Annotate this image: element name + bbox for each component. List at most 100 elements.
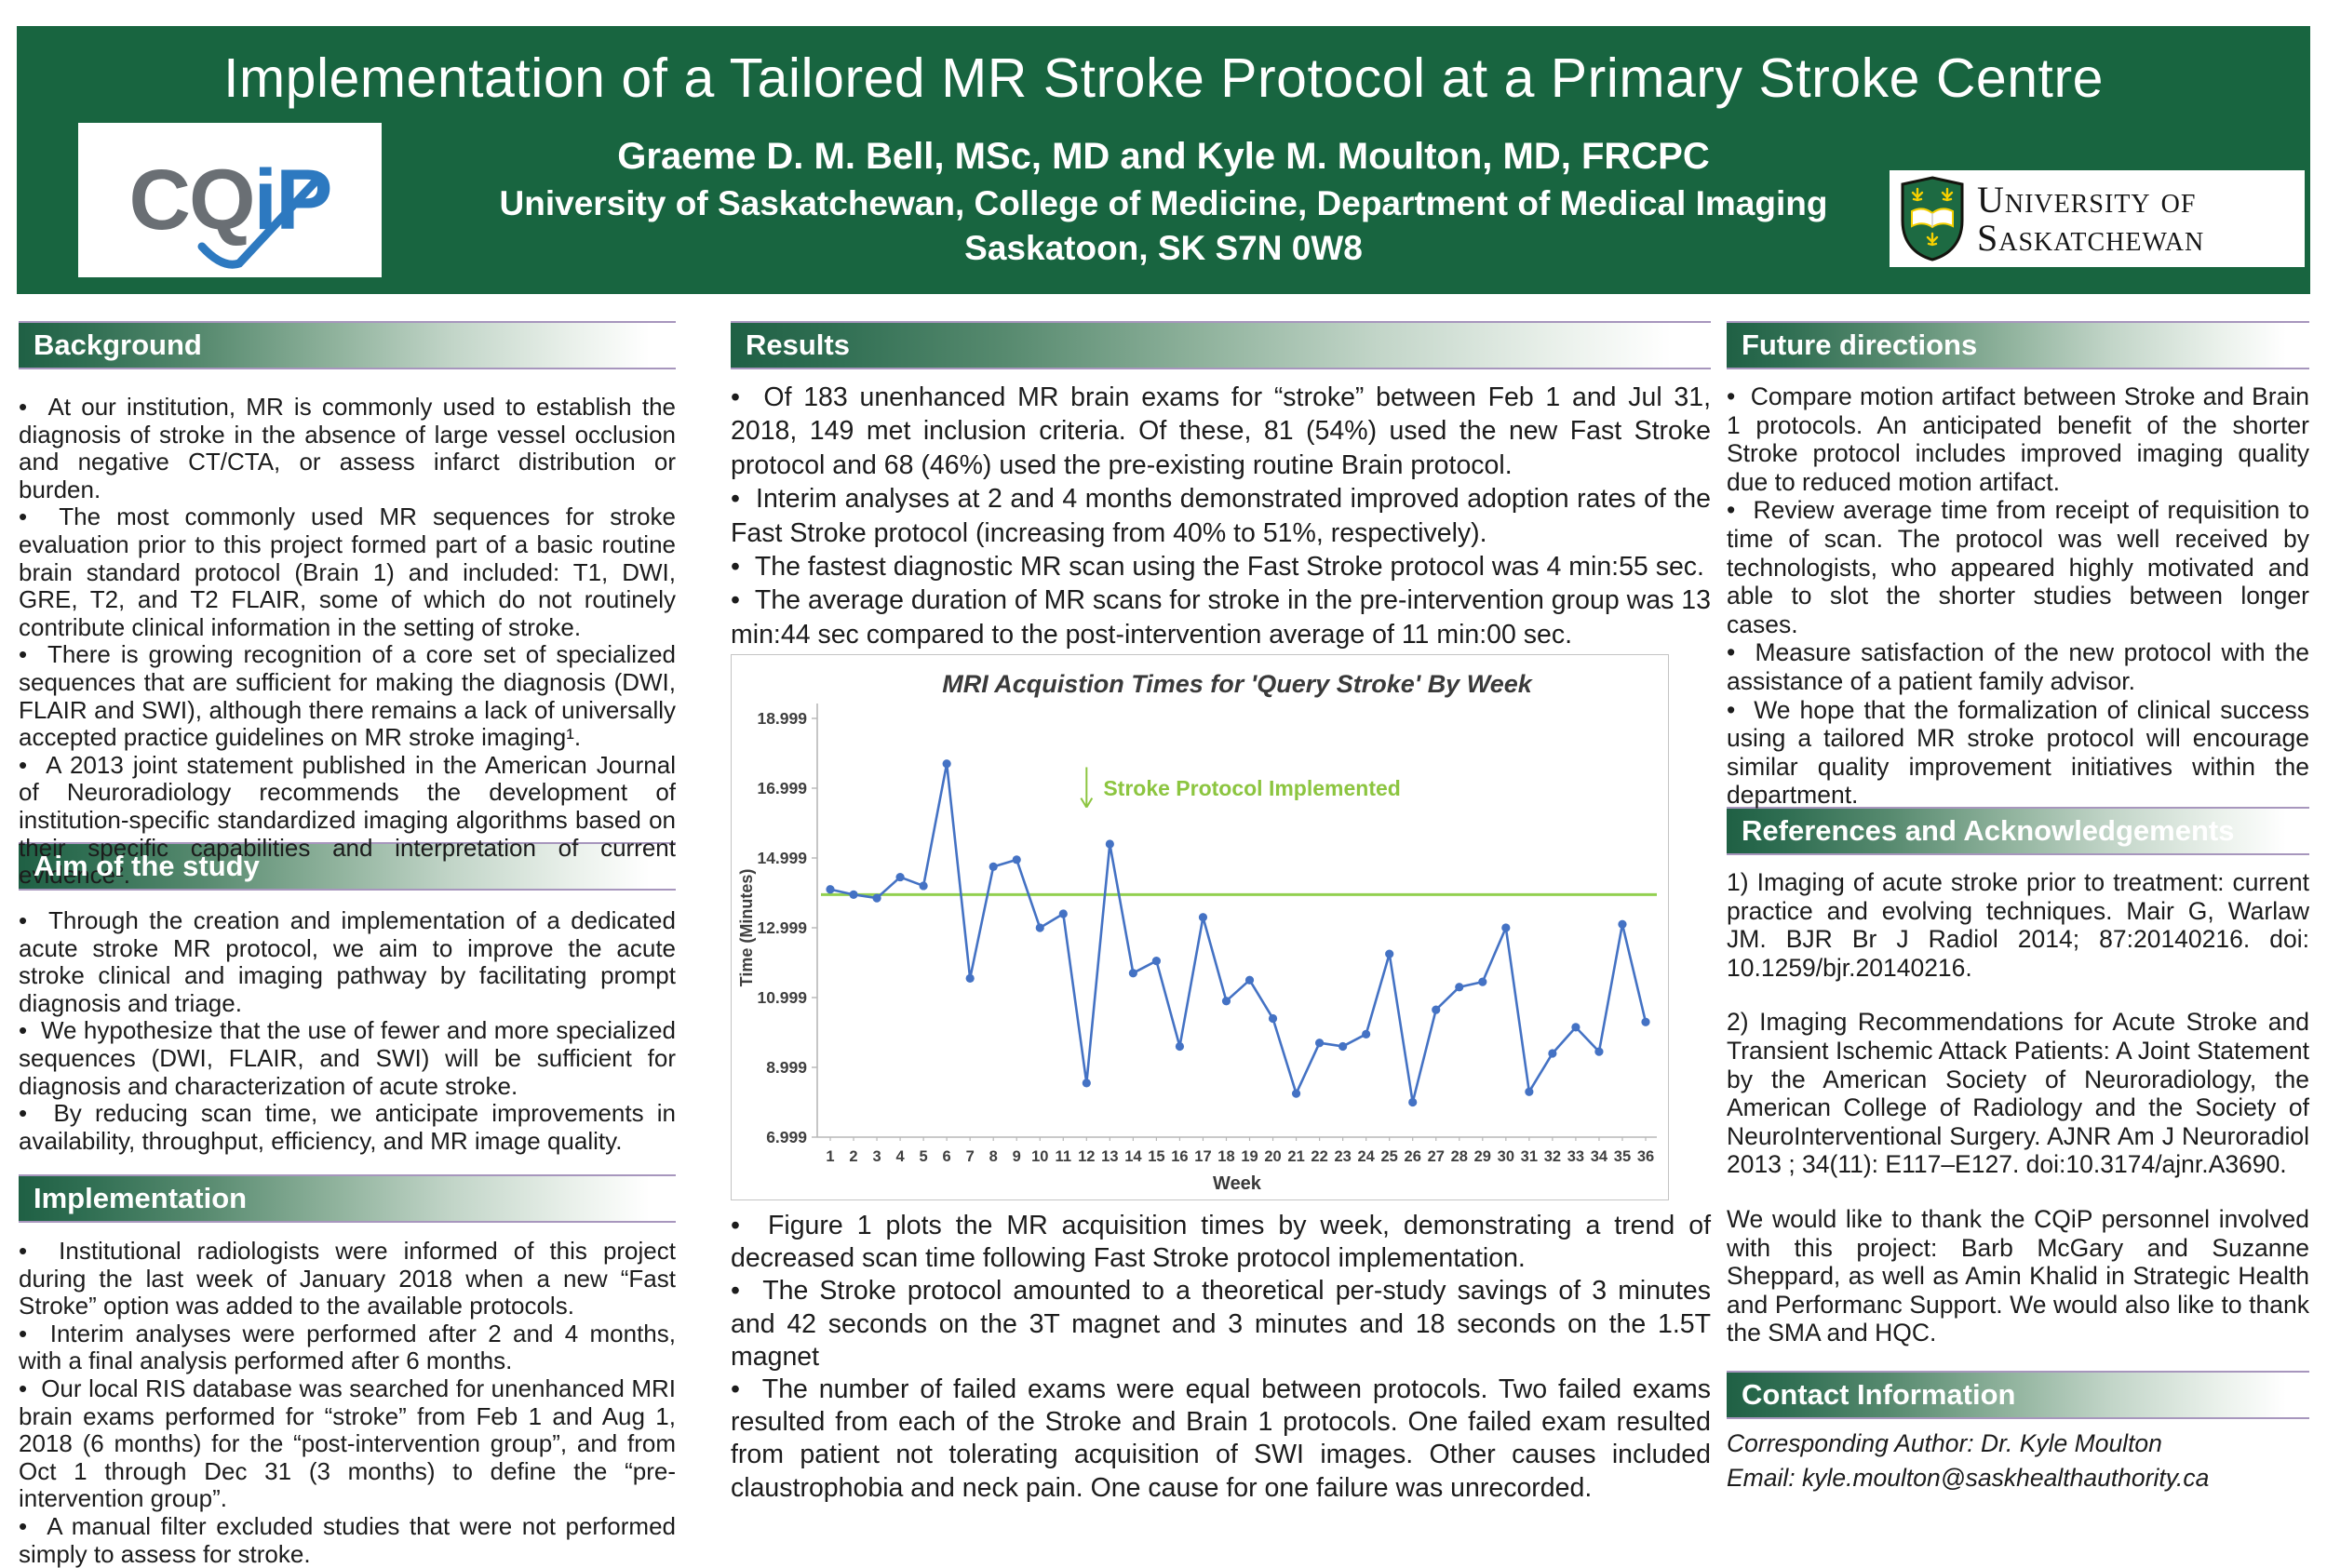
x-tick-label: 20 [1264,1148,1281,1165]
data-point-marker [1432,1005,1441,1014]
section-header-results: Results [731,321,1711,369]
data-point-marker [1058,909,1068,918]
x-tick-label: 9 [1013,1148,1021,1165]
data-point-marker [1315,1039,1325,1048]
x-tick-label: 17 [1194,1148,1211,1165]
data-point-marker [1525,1087,1534,1096]
y-tick-label: 14.999 [757,849,807,867]
x-tick-label: 16 [1171,1148,1188,1165]
address-line: Saskatoon, SK S7N 0W8 [964,229,1363,267]
acquisition-times-chart: MRI Acquistion Times for 'Query Stroke' … [737,670,1657,1194]
y-tick-label: 18.999 [757,709,807,728]
data-point-marker [965,973,975,983]
section-title: Results [746,328,850,361]
x-tick-label: 29 [1474,1148,1491,1165]
section-header-future-directions: Future directions [1727,321,2309,369]
cqip-checkmark-icon [197,179,318,269]
data-point-marker [1244,975,1255,985]
data-point-marker [895,872,905,882]
series-line [829,762,1648,1104]
data-point-marker [942,759,951,769]
results-bullet: The Stroke protocol amounted to a theore… [731,1275,1711,1374]
x-tick-label: 11 [1056,1148,1071,1165]
section-title: Future directions [1742,328,1978,361]
data-point-marker [1338,1041,1348,1052]
background-bullet: At our institution, MR is commonly used … [19,393,676,503]
chart-title: MRI Acquistion Times for 'Query Stroke' … [942,670,1533,698]
aim-body: Through the creation and implementation … [19,891,676,1174]
future-bullet: We hope that the formalization of clinic… [1727,696,2309,810]
y-tick-label: 10.999 [757,988,807,1007]
x-tick-label: 8 [989,1148,998,1165]
y-tick-label: 16.999 [757,779,807,797]
future-bullet: Measure satisfaction of the new protocol… [1727,638,2309,695]
future-bullet: Compare motion artifact between Stroke a… [1727,382,2309,496]
x-tick-label: 19 [1241,1148,1258,1165]
x-tick-label: 7 [966,1148,975,1165]
annotation-arrowhead-icon [1080,797,1088,809]
x-tick-label: 26 [1405,1148,1421,1165]
section-header-implementation: Implementation [19,1174,676,1223]
data-point-marker [1035,923,1044,932]
x-tick-label: 6 [943,1148,951,1165]
contact-body: Corresponding Author: Dr. Kyle Moulton Em… [1727,1419,2309,1495]
cqip-logo: CQiP [78,123,382,277]
data-point-marker [1105,839,1114,849]
data-point-marker [1221,997,1231,1006]
aim-bullet: Through the creation and implementation … [19,906,676,1017]
x-tick-label: 14 [1124,1148,1142,1165]
x-tick-label: 13 [1101,1148,1118,1165]
aim-bullet: We hypothesize that the use of fewer and… [19,1017,676,1100]
x-tick-label: 15 [1148,1148,1164,1165]
data-point-marker [1175,1041,1185,1052]
university-shield-icon [1901,176,1964,261]
section-header-background: Background [19,321,676,369]
y-tick-label: 12.999 [757,918,807,937]
implementation-body: Institutional radiologists were informed… [19,1223,676,1568]
x-tick-label: 35 [1614,1148,1631,1165]
affiliation-line: University of Saskatchewan, College of M… [499,184,1828,222]
data-point-marker [1291,1089,1301,1098]
data-point-marker [1408,1097,1418,1107]
data-point-marker [919,881,928,891]
annotation-arrowhead-icon [1085,797,1094,809]
implementation-bullet: Interim analyses were performed after 2 … [19,1320,676,1375]
data-point-marker [1641,1017,1650,1026]
x-tick-label: 34 [1591,1148,1608,1165]
right-column: Future directions Compare motion artifac… [1727,321,2309,1495]
x-tick-label: 5 [920,1148,928,1165]
y-axis-title: Time (Minutes) [737,869,756,987]
reference-item: 2) Imaging Recommendations for Acute Str… [1727,1008,2309,1179]
university-logo: University of Saskatchewan [1890,170,2305,267]
data-point-marker [1455,983,1464,992]
implementation-bullet: A manual filter excluded studies that we… [19,1512,676,1568]
figure1-line-chart: MRI Acquistion Times for 'Query Stroke' … [731,654,1669,1200]
x-tick-label: 1 [826,1148,834,1165]
x-tick-label: 21 [1287,1148,1304,1165]
contact-line: Email: kyle.moulton@saskhealthauthority.… [1727,1464,2210,1492]
x-tick-label: 2 [849,1148,857,1165]
x-tick-label: 33 [1567,1148,1584,1165]
data-point-marker [989,862,998,871]
x-tick-label: 30 [1498,1148,1514,1165]
data-point-marker [1385,949,1394,958]
results-body-bottom: Figure 1 plots the MR acquisition times … [731,1200,1711,1505]
section-title: Background [34,328,202,361]
background-bullet: The most commonly used MR sequences for … [19,503,676,641]
cqip-logo-text: CQiP [129,157,332,269]
x-tick-label: 36 [1637,1148,1654,1165]
data-point-marker [1594,1047,1604,1056]
data-point-marker [849,890,858,899]
x-tick-label: 10 [1031,1148,1048,1165]
data-point-marker [1478,977,1487,986]
section-header-contact: Contact Information [1727,1371,2309,1419]
x-tick-label: 24 [1357,1148,1375,1165]
data-point-marker [1501,923,1511,932]
poster-header: Implementation of a Tailored MR Stroke P… [17,26,2310,294]
university-logo-line1: University of [1977,179,2197,221]
data-point-marker [1548,1049,1557,1058]
future-bullet: Review average time from receipt of requ… [1727,496,2309,638]
results-bullet: The number of failed exams were equal be… [731,1374,1711,1505]
annotation-label: Stroke Protocol Implemented [1103,776,1401,800]
